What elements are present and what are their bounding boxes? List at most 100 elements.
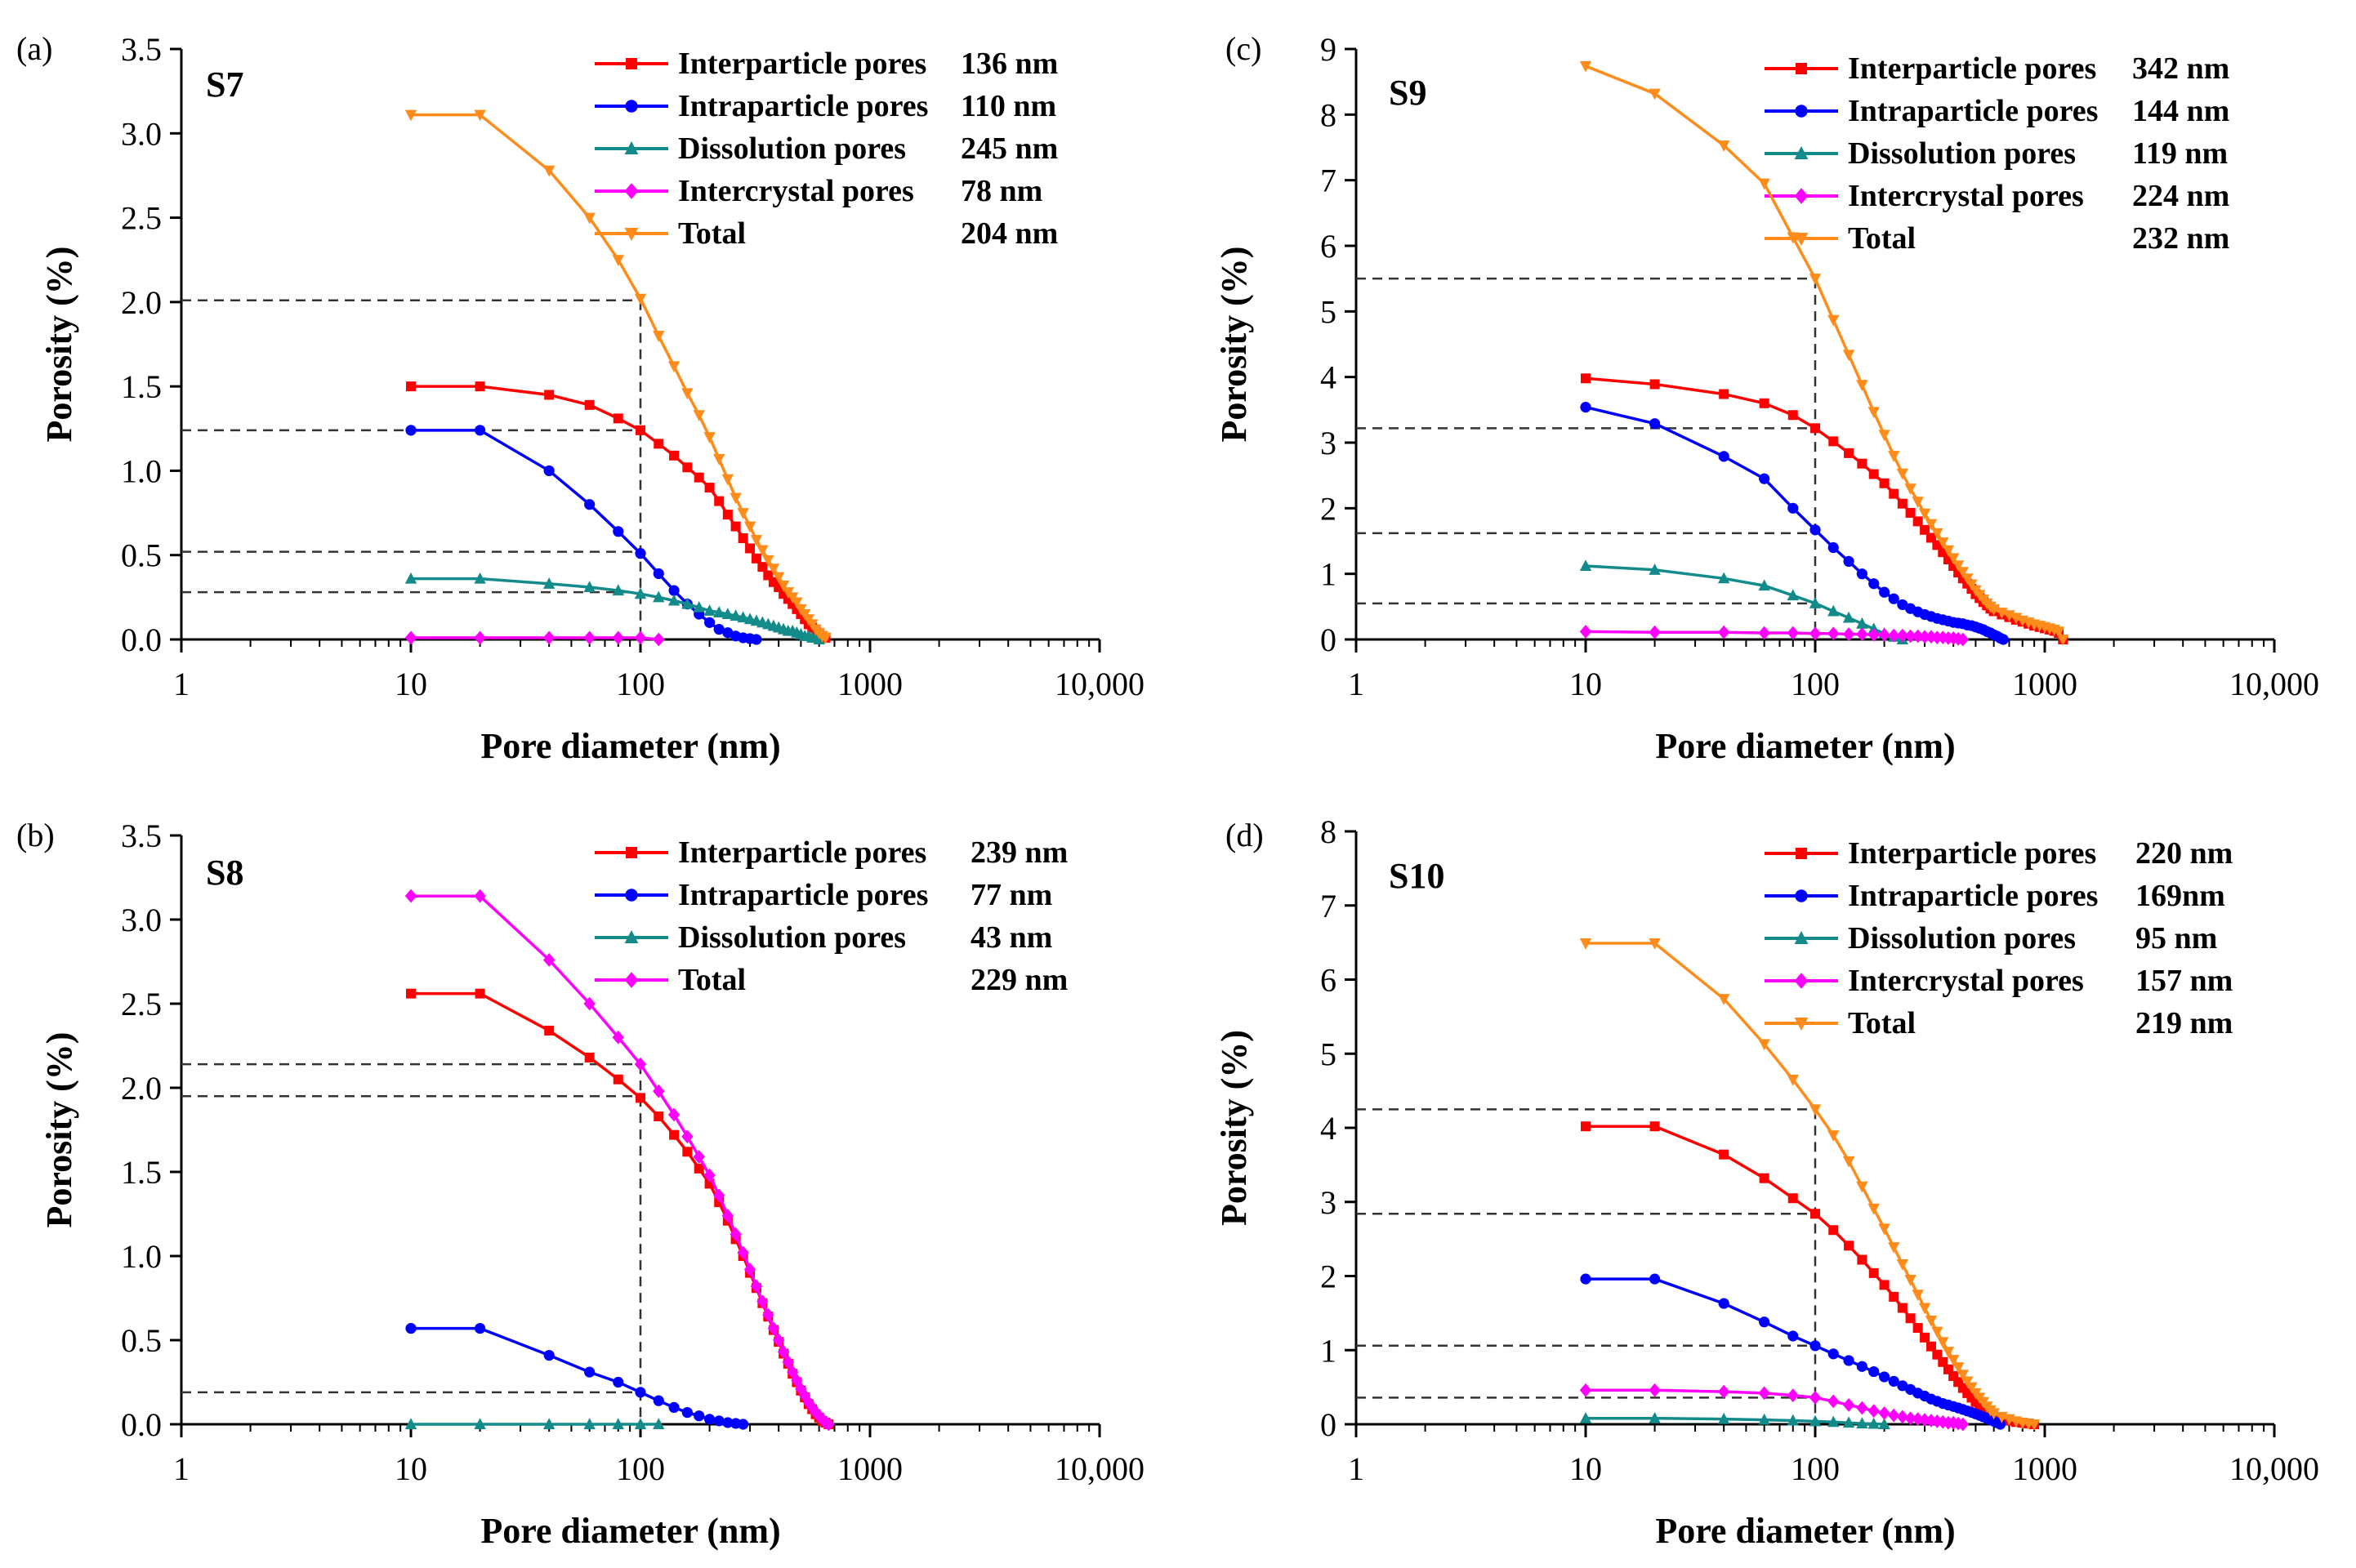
data-point xyxy=(612,1418,624,1429)
y-tick-label: 3 xyxy=(1320,1184,1336,1221)
legend-median: 144 nm xyxy=(2132,94,2229,128)
legend-median: 95 nm xyxy=(2135,921,2217,956)
y-tick-label: 1 xyxy=(1320,1332,1336,1369)
legend-label: Total xyxy=(1848,221,1916,256)
legend-marker xyxy=(1796,63,1807,74)
data-point xyxy=(1809,274,1822,285)
data-point xyxy=(1787,589,1799,601)
data-point xyxy=(1809,597,1822,608)
y-tick-label: 2.5 xyxy=(121,986,162,1022)
x-tick-label: 1000 xyxy=(2012,1450,2077,1487)
x-tick-label: 1000 xyxy=(2012,666,2077,702)
y-axis-title: Porosity (%) xyxy=(39,247,79,443)
data-point xyxy=(405,425,417,436)
data-point xyxy=(1759,1316,1770,1328)
data-point xyxy=(810,1405,822,1419)
y-tick-label: 1.5 xyxy=(121,368,162,405)
data-point xyxy=(1827,314,1840,327)
data-point xyxy=(1579,1411,1592,1423)
data-point xyxy=(713,453,725,466)
data-point xyxy=(1897,498,1908,509)
data-point xyxy=(667,594,680,606)
legend-median: 245 nm xyxy=(961,131,1058,166)
data-point xyxy=(635,1387,646,1398)
y-tick-label: 9 xyxy=(1320,31,1336,68)
data-point xyxy=(745,543,756,554)
data-point xyxy=(1649,1121,1660,1132)
legend-median: 136 nm xyxy=(961,47,1058,81)
data-point xyxy=(1809,1340,1821,1352)
data-point xyxy=(1827,604,1840,617)
data-point xyxy=(1868,578,1880,590)
data-point xyxy=(1952,1362,1965,1374)
data-point xyxy=(544,390,555,400)
data-point xyxy=(738,533,748,544)
data-point xyxy=(1867,1417,1880,1429)
data-point xyxy=(1649,1411,1661,1423)
x-tick-label: 1 xyxy=(1348,666,1364,702)
legend-median: 204 nm xyxy=(961,216,1058,251)
data-point xyxy=(1947,1355,1960,1366)
data-point xyxy=(1649,418,1661,430)
legend-marker xyxy=(1796,848,1807,859)
data-point xyxy=(1905,1313,1916,1324)
data-point xyxy=(1856,617,1868,629)
data-point xyxy=(404,889,417,903)
data-point xyxy=(474,1418,486,1429)
data-point xyxy=(1842,1156,1855,1168)
x-axis-title: Pore diameter (nm) xyxy=(1655,726,1955,766)
data-point xyxy=(694,1163,704,1174)
data-point xyxy=(584,1052,595,1062)
data-point xyxy=(583,1418,596,1429)
data-point xyxy=(777,580,790,592)
legend-label: Intraparticle pores xyxy=(678,878,928,912)
x-tick-label: 1 xyxy=(1348,1450,1364,1487)
y-tick-label: 1.0 xyxy=(121,1238,162,1275)
legend-marker xyxy=(1795,889,1808,902)
data-point xyxy=(722,510,733,520)
data-point xyxy=(1918,508,1931,520)
series-total xyxy=(404,109,832,644)
data-point xyxy=(669,450,680,461)
data-point xyxy=(1888,1242,1900,1254)
data-point xyxy=(1961,573,1974,586)
x-tick-label: 10,000 xyxy=(1055,1450,1145,1487)
data-point xyxy=(654,439,664,449)
data-point xyxy=(1878,1371,1890,1383)
y-tick-label: 8 xyxy=(1320,813,1336,850)
y-tick-label: 1.5 xyxy=(121,1154,162,1191)
legend-marker xyxy=(624,972,639,988)
data-point xyxy=(1579,559,1592,572)
data-point xyxy=(738,1419,749,1430)
legend-median: 169nm xyxy=(2135,879,2225,913)
data-point xyxy=(1649,1273,1661,1285)
data-point xyxy=(584,1366,596,1378)
y-axis-title: Porosity (%) xyxy=(1214,247,1254,443)
data-point xyxy=(1867,407,1880,419)
data-point xyxy=(1867,1203,1880,1215)
data-point xyxy=(1842,350,1855,362)
data-point xyxy=(654,1111,664,1122)
y-tick-label: 3 xyxy=(1320,425,1336,461)
data-point xyxy=(713,606,725,617)
legend-label: Dissolution pores xyxy=(1848,921,2076,956)
data-point xyxy=(816,1412,828,1427)
data-point xyxy=(1787,1193,1798,1204)
data-point xyxy=(669,1129,680,1140)
data-point xyxy=(714,496,725,506)
data-point xyxy=(653,1418,665,1429)
data-point xyxy=(1931,1326,1943,1339)
legend-marker xyxy=(1794,973,1809,989)
data-point xyxy=(1931,1414,1943,1428)
data-point xyxy=(1932,1349,1943,1360)
data-point xyxy=(1879,478,1890,488)
data-point xyxy=(668,585,680,596)
x-tick-label: 1 xyxy=(173,666,190,702)
data-point xyxy=(634,1057,647,1071)
data-point xyxy=(1843,1355,1854,1366)
data-point xyxy=(653,568,664,580)
y-axis-title: Porosity (%) xyxy=(39,1032,79,1228)
panel-letter: (a) xyxy=(16,30,52,67)
